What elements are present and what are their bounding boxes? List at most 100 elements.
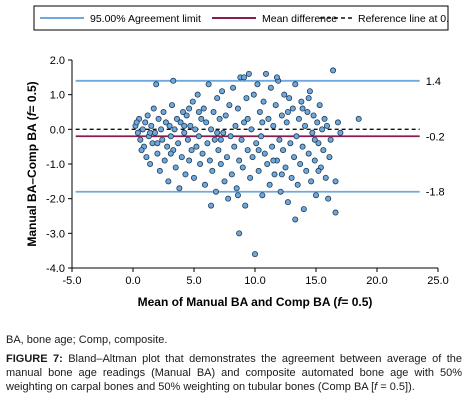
data-point xyxy=(316,102,323,109)
data-point xyxy=(194,91,201,98)
data-point xyxy=(337,129,344,136)
data-point xyxy=(154,150,161,157)
data-point xyxy=(241,119,248,126)
data-point xyxy=(197,160,204,167)
data-point xyxy=(355,115,362,122)
caption-label: FIGURE 7: xyxy=(6,353,63,365)
y-ticks: 2.0 1.0 0.0 -1.0 -2.0 -3.0 -4.0 xyxy=(46,55,72,275)
y-tick-label: 1.0 xyxy=(50,90,65,102)
data-point xyxy=(222,112,229,119)
data-point xyxy=(305,150,312,157)
data-point xyxy=(236,230,243,237)
data-point xyxy=(273,74,280,81)
data-point xyxy=(147,129,154,136)
data-point xyxy=(221,178,228,185)
data-point xyxy=(280,147,287,154)
data-point xyxy=(255,167,262,174)
data-point xyxy=(167,150,174,157)
data-point xyxy=(269,143,276,150)
y-tick-label: -1.0 xyxy=(46,159,65,171)
y-tick-label: 2.0 xyxy=(50,55,65,67)
data-point xyxy=(299,143,306,150)
data-point xyxy=(201,181,208,188)
data-point xyxy=(319,126,326,133)
data-point xyxy=(254,81,261,88)
data-point xyxy=(282,164,289,171)
data-point xyxy=(155,115,162,122)
y-tick-label: -4.0 xyxy=(46,263,65,275)
abbreviations-note: BA, bone age; Comp, composite. xyxy=(6,334,168,346)
data-point xyxy=(219,88,226,95)
data-point xyxy=(292,216,299,223)
data-point xyxy=(330,67,337,74)
data-point xyxy=(162,119,169,126)
data-point xyxy=(208,202,215,209)
x-tick-label: 15.0 xyxy=(305,275,326,287)
x-axis-title: Mean of Manual BA and Comp BA (f= 0.5) xyxy=(138,295,373,309)
data-point xyxy=(293,133,300,140)
data-point xyxy=(311,136,318,143)
data-point xyxy=(169,102,176,109)
x-tick-label: 0.0 xyxy=(125,275,140,287)
data-point xyxy=(214,95,221,102)
data-point xyxy=(306,88,313,95)
data-point xyxy=(182,171,189,178)
data-point xyxy=(256,109,263,116)
data-point xyxy=(188,147,195,154)
hline-label-1: -0.2 xyxy=(426,131,445,143)
bland-altman-figure: 95.00% Agreement limit Mean difference R… xyxy=(25,5,449,309)
data-point xyxy=(153,81,160,88)
data-point xyxy=(320,147,327,154)
data-point xyxy=(138,147,145,154)
data-point xyxy=(271,171,278,178)
data-point xyxy=(160,109,167,116)
data-point xyxy=(248,126,255,133)
data-point xyxy=(234,192,241,199)
data-point xyxy=(278,112,285,119)
data-point xyxy=(208,126,215,133)
data-point xyxy=(205,81,212,88)
data-point xyxy=(164,143,171,150)
data-point xyxy=(283,119,290,126)
data-point xyxy=(308,178,315,185)
data-point xyxy=(314,119,321,126)
data-point xyxy=(234,105,241,112)
data-point xyxy=(159,136,166,143)
data-point xyxy=(173,115,180,122)
data-point xyxy=(244,115,251,122)
data-point xyxy=(177,119,184,126)
data-point xyxy=(326,154,333,161)
data-point xyxy=(217,160,224,167)
data-point xyxy=(258,133,265,140)
data-point xyxy=(232,122,239,129)
data-points xyxy=(132,67,362,258)
data-point xyxy=(261,150,268,157)
data-point xyxy=(266,181,273,188)
data-point xyxy=(199,150,206,157)
data-point xyxy=(172,164,179,171)
data-point xyxy=(212,188,219,195)
data-point xyxy=(297,160,304,167)
data-point xyxy=(195,109,202,116)
y-tick-label: 0.0 xyxy=(50,124,65,136)
data-point xyxy=(259,192,266,199)
data-point xyxy=(180,109,187,116)
legend-label-mean: Mean difference xyxy=(262,13,337,25)
legend: 95.00% Agreement limit Mean difference R… xyxy=(33,5,449,31)
data-point xyxy=(259,119,266,126)
data-point xyxy=(291,154,298,161)
data-point xyxy=(209,167,216,174)
data-point xyxy=(189,98,196,105)
data-point xyxy=(322,174,329,181)
data-point xyxy=(262,70,269,77)
data-point xyxy=(158,126,165,133)
data-point xyxy=(193,143,200,150)
data-point xyxy=(278,171,285,178)
data-point xyxy=(198,115,205,122)
data-point xyxy=(151,129,158,136)
data-point xyxy=(227,133,234,140)
data-point xyxy=(315,167,322,174)
data-point xyxy=(334,119,341,126)
data-point xyxy=(250,91,257,98)
caption-text-a: Bland–Altman plot that demonstrates the … xyxy=(6,353,462,393)
